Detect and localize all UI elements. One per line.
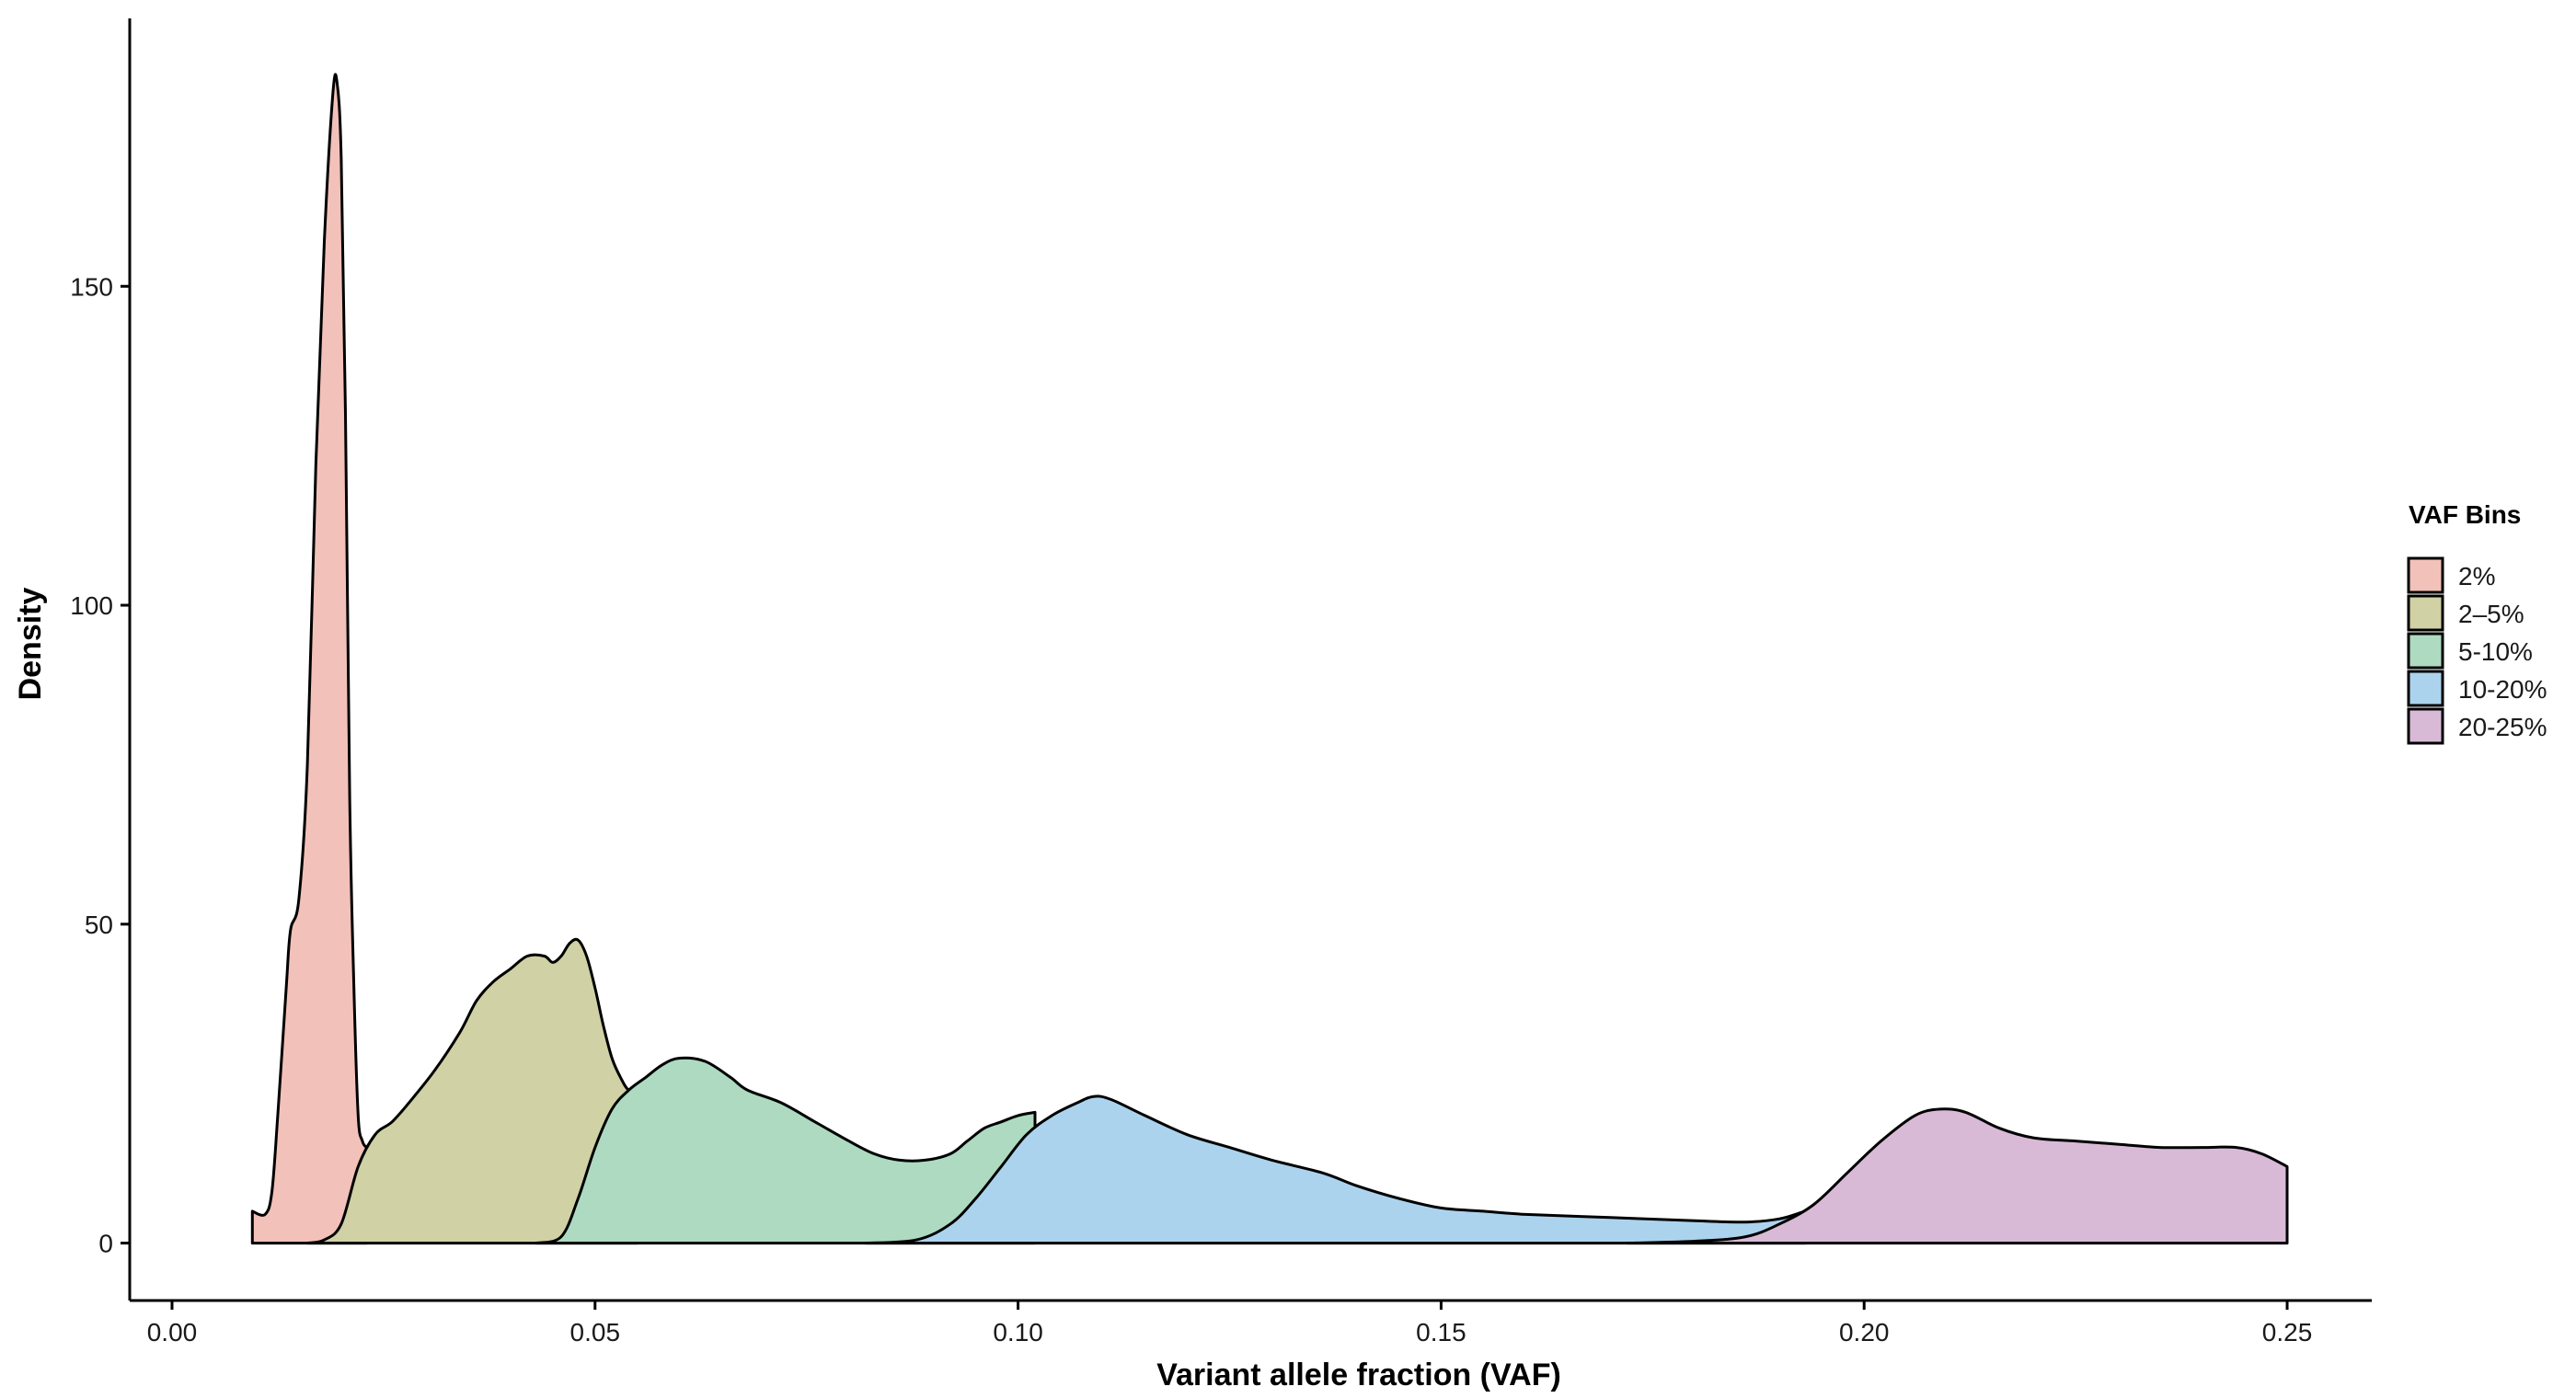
outline-2-5 — [305, 937, 639, 1245]
legend-item-2: 2% — [2407, 556, 2495, 594]
legend-label: 5-10% — [2458, 637, 2533, 666]
area-2-5 — [307, 939, 638, 1243]
x-tick-label: 0.10 — [993, 1318, 1043, 1346]
y-tick-label: 0 — [98, 1230, 113, 1258]
legend-label: 10-20% — [2458, 675, 2547, 704]
series-10-20 — [864, 1094, 1807, 1245]
outline-2 — [250, 73, 368, 1245]
y-tick-label: 150 — [70, 272, 113, 301]
density-areas — [250, 73, 2289, 1245]
outline-20-25 — [1626, 1107, 2289, 1245]
y-tick-label: 100 — [70, 591, 113, 620]
area-5-10 — [535, 1058, 1035, 1243]
x-tick-label: 0.05 — [570, 1318, 621, 1346]
series-20-25 — [1626, 1107, 2289, 1245]
x-tick-label: 0.15 — [1416, 1318, 1466, 1346]
legend-title: VAF Bins — [2409, 500, 2521, 529]
legend-swatch — [2407, 632, 2444, 670]
legend-swatch — [2407, 594, 2444, 632]
legend-swatch — [2407, 670, 2444, 707]
x-tick-label: 0.20 — [1839, 1318, 1890, 1346]
legend-item-20-25: 20-25% — [2407, 707, 2547, 745]
series-2-5 — [305, 937, 639, 1245]
legend-label: 2% — [2458, 562, 2495, 590]
legend-item-5-10: 5-10% — [2407, 632, 2533, 670]
x-ticks: 0.00 0.05 0.10 0.15 0.20 0.25 — [147, 1301, 2313, 1346]
series-2 — [250, 73, 368, 1245]
area-20-25 — [1627, 1108, 2287, 1243]
area-2 — [252, 74, 367, 1243]
legend-item-2-5: 2–5% — [2407, 594, 2524, 632]
y-ticks: 0 50 100 150 — [70, 272, 130, 1258]
x-tick-label: 0.00 — [147, 1318, 198, 1346]
area-10-20 — [866, 1095, 1805, 1243]
series-5-10 — [534, 1056, 1037, 1245]
x-tick-label: 0.25 — [2262, 1318, 2313, 1346]
legend: VAF Bins 2% 2–5% 5-10% 10-20% 20-25% — [2407, 500, 2547, 745]
legend-swatch — [2407, 707, 2444, 745]
legend-swatch — [2407, 556, 2444, 594]
axes — [128, 18, 2372, 1302]
x-axis-title: Variant allele fraction (VAF) — [1156, 1358, 1561, 1392]
y-axis-title: Density — [13, 588, 48, 701]
y-tick-label: 50 — [85, 911, 113, 939]
outline-5-10 — [534, 1056, 1037, 1245]
legend-label: 2–5% — [2458, 600, 2524, 628]
legend-label: 20-25% — [2458, 713, 2547, 741]
outline-10-20 — [864, 1094, 1807, 1245]
legend-item-10-20: 10-20% — [2407, 670, 2547, 707]
